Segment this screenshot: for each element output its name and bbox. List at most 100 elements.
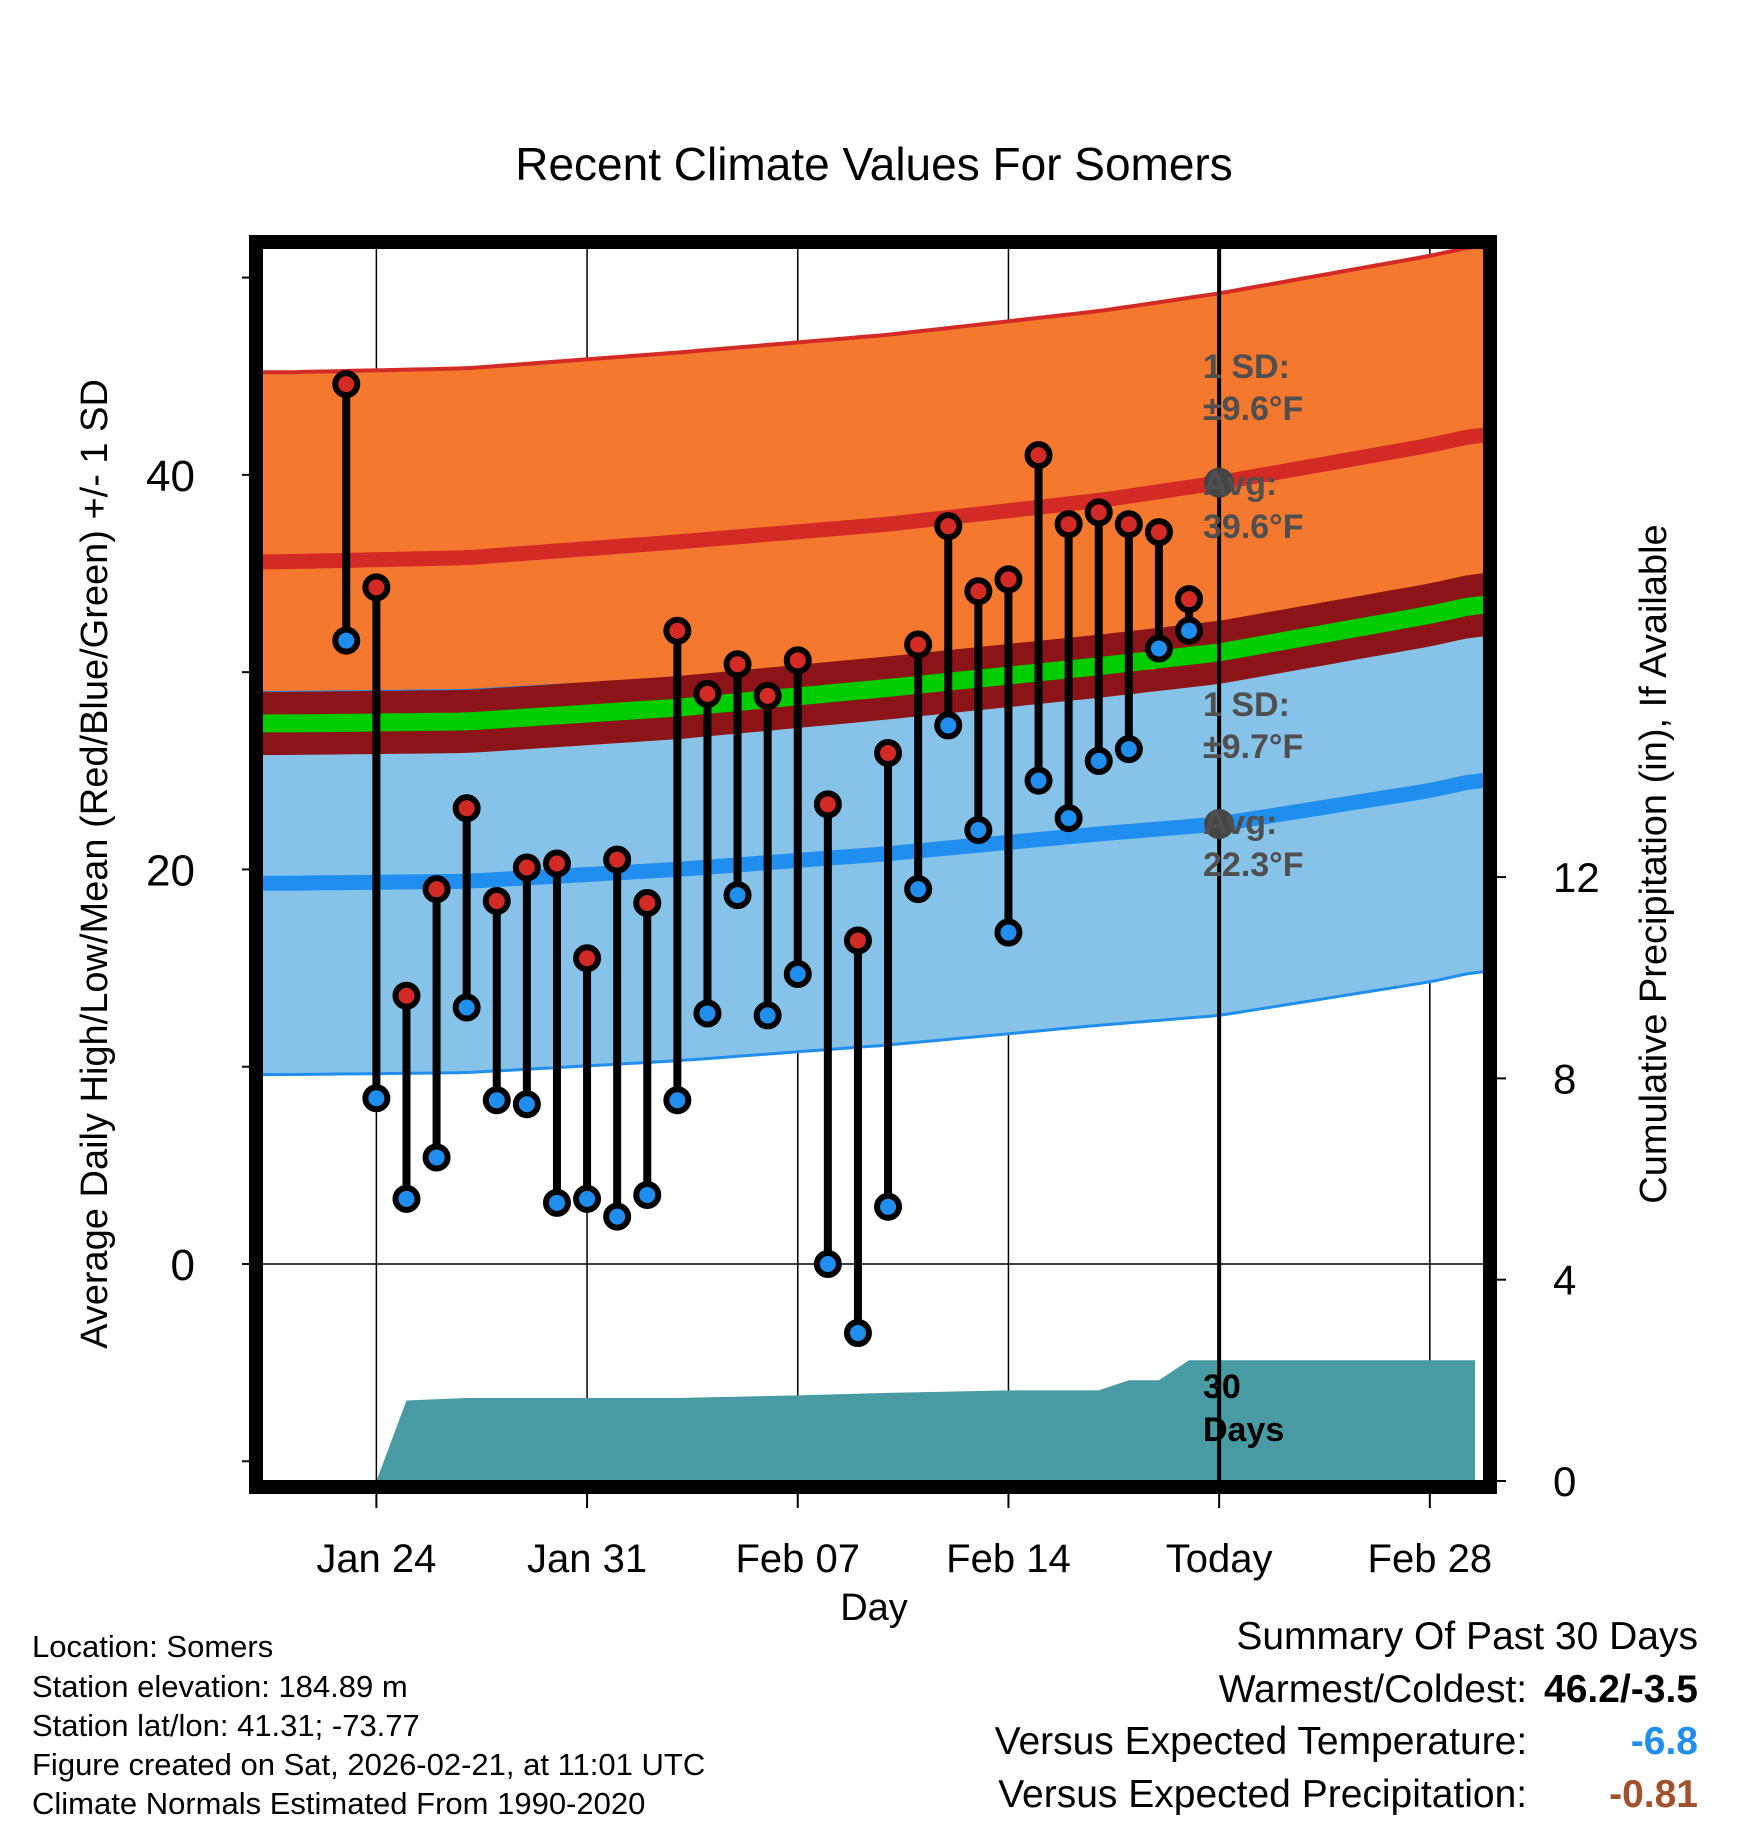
daily-low-marker xyxy=(1084,746,1113,775)
daily-high-marker xyxy=(362,573,391,602)
x-tick-label: Jan 31 xyxy=(527,1537,647,1581)
low-sd-label: 1 SD: xyxy=(1203,686,1290,724)
normal-mean-line xyxy=(262,596,1484,733)
created-text: Figure created on Sat, 2026-02-21, at 11… xyxy=(32,1747,706,1782)
daily-low-marker xyxy=(723,881,752,910)
window-label-days-count: 30 xyxy=(1203,1368,1241,1406)
daily-high-marker xyxy=(573,944,602,973)
y-right-tick-label: 12 xyxy=(1553,854,1600,901)
daily-low-marker xyxy=(452,993,481,1022)
summary-title: Summary Of Past 30 Days xyxy=(1236,1615,1698,1658)
daily-high-marker xyxy=(1024,441,1053,470)
low-avg-value: 22.3°F xyxy=(1203,846,1304,884)
y-right-tick-label: 0 xyxy=(1553,1458,1576,1505)
daily-low-marker xyxy=(482,1086,511,1115)
daily-high-marker xyxy=(843,926,872,955)
daily-low-marker xyxy=(1024,766,1053,795)
daily-low-marker xyxy=(934,711,963,740)
latlon-text: Station lat/lon: 41.31; -73.77 xyxy=(32,1708,420,1743)
summary-precip: Versus Expected Precipitation: -0.81 xyxy=(998,1773,1698,1817)
daily-high-marker xyxy=(813,790,842,819)
chart-title: Recent Climate Values For Somers xyxy=(515,138,1233,190)
daily-low-marker xyxy=(904,875,933,904)
daily-high-marker xyxy=(392,981,421,1010)
high-avg-today-dot xyxy=(1204,467,1235,498)
daily-high-marker xyxy=(1144,518,1173,547)
daily-low-marker xyxy=(1144,634,1173,663)
y-axis-left-label: Average Daily High/Low/Mean (Red/Blue/Gr… xyxy=(74,379,116,1349)
elevation-text: Station elevation: 184.89 m xyxy=(32,1669,408,1704)
y-left-tick-label: 0 xyxy=(171,1241,195,1290)
daily-high-marker xyxy=(934,512,963,541)
x-axis-label: Day xyxy=(840,1587,908,1629)
daily-low-marker xyxy=(783,959,812,988)
summary-warm-cold: Warmest/Coldest: 46.2/-3.5 xyxy=(1219,1668,1698,1712)
daily-high-marker xyxy=(603,845,632,874)
y-left-tick-label: 20 xyxy=(146,846,195,895)
daily-high-marker xyxy=(874,739,903,768)
daily-high-marker xyxy=(904,630,933,659)
daily-high-marker xyxy=(783,646,812,675)
daily-low-marker xyxy=(633,1180,662,1209)
warm-cold-value: 46.2/-3.5 xyxy=(1544,1668,1698,1711)
daily-low-marker xyxy=(542,1188,571,1217)
daily-high-marker xyxy=(1084,498,1113,527)
low-avg-label: Avg: xyxy=(1203,804,1277,842)
window-label-days-word: Days xyxy=(1203,1411,1284,1449)
daily-high-marker xyxy=(1054,510,1083,539)
daily-high-marker xyxy=(452,794,481,823)
daily-low-marker xyxy=(603,1202,632,1231)
precip-value: -0.81 xyxy=(1609,1773,1698,1816)
x-tick-label: Feb 14 xyxy=(946,1537,1071,1581)
daily-low-marker xyxy=(964,815,993,844)
y-right-tick-label: 8 xyxy=(1553,1055,1576,1102)
x-tick-label: Feb 28 xyxy=(1368,1537,1493,1581)
daily-low-marker xyxy=(994,918,1023,947)
temp-label: Versus Expected Temperature: xyxy=(994,1720,1528,1763)
x-tick-label: Feb 07 xyxy=(735,1537,860,1581)
daily-high-marker xyxy=(633,888,662,917)
daily-low-marker xyxy=(813,1249,842,1278)
daily-high-marker xyxy=(332,370,361,399)
daily-high-marker xyxy=(663,616,692,645)
daily-low-marker xyxy=(392,1184,421,1213)
low-avg-today-dot xyxy=(1204,809,1235,840)
high-sd-upper-line xyxy=(262,248,1484,375)
y-right-tick-label: 4 xyxy=(1553,1257,1576,1304)
daily-high-marker xyxy=(1114,510,1143,539)
high-avg-label: Avg: xyxy=(1203,465,1277,503)
daily-low-marker xyxy=(843,1319,872,1348)
high-sd-value: ±9.6°F xyxy=(1203,390,1303,428)
high-avg-value: 39.6°F xyxy=(1203,508,1304,546)
summary-temp: Versus Expected Temperature: -6.8 xyxy=(995,1720,1698,1764)
daily-high-marker xyxy=(994,565,1023,594)
low-sd-lower-line xyxy=(262,970,1484,1077)
normals-text: Climate Normals Estimated From 1990-2020 xyxy=(32,1786,646,1821)
precip-label: Versus Expected Precipitation: xyxy=(998,1773,1528,1816)
high-sd-label: 1 SD: xyxy=(1203,348,1290,386)
daily-high-marker xyxy=(542,849,571,878)
daily-low-marker xyxy=(693,999,722,1028)
daily-low-marker xyxy=(332,626,361,655)
plot-frame xyxy=(249,235,1497,1494)
normal-high-line xyxy=(262,427,1484,570)
normal-low-line xyxy=(262,773,1484,891)
daily-low-marker xyxy=(1054,804,1083,833)
y-axis-right-label: Cumulative Precipitation (in), If Availa… xyxy=(1633,524,1675,1203)
precip-area xyxy=(376,1360,1475,1481)
daily-high-marker xyxy=(512,853,541,882)
temp-value: -6.8 xyxy=(1630,1720,1698,1763)
daily-low-marker xyxy=(663,1086,692,1115)
daily-high-marker xyxy=(753,681,782,710)
daily-low-marker xyxy=(753,1001,782,1030)
daily-high-marker xyxy=(964,577,993,606)
low-sd-value: ±9.7°F xyxy=(1203,728,1303,766)
daily-high-marker xyxy=(723,650,752,679)
daily-low-marker xyxy=(512,1090,541,1119)
daily-high-marker xyxy=(1175,585,1204,614)
daily-high-marker xyxy=(482,886,511,915)
daily-high-marker xyxy=(422,875,451,904)
daily-low-marker xyxy=(874,1192,903,1221)
warm-cold-label: Warmest/Coldest: xyxy=(1218,1668,1528,1711)
